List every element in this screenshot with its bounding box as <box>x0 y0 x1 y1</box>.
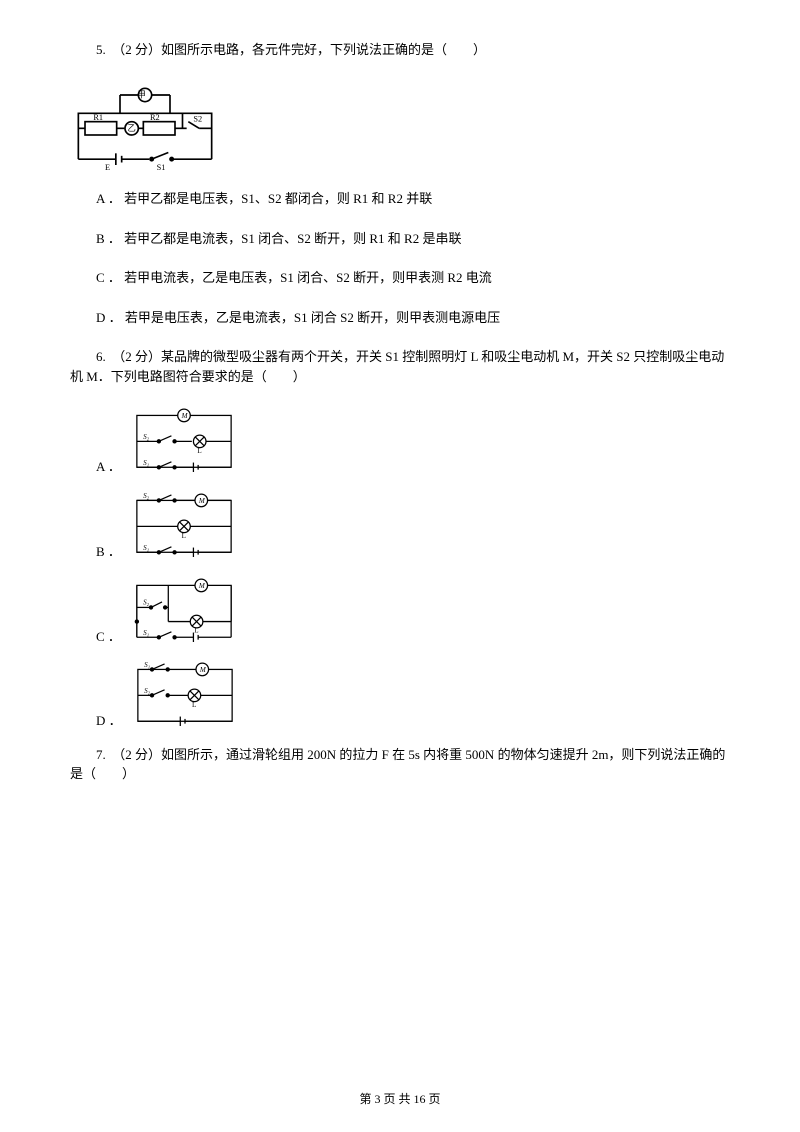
q5-option-a: A ． 若甲乙都是电压表，S1、S2 都闭合，则 R1 和 R2 并联 <box>70 189 730 209</box>
label-r2: R2 <box>150 112 160 121</box>
q5-option-b: B ． 若甲乙都是电流表，S1 闭合、S2 断开，则 R1 和 R2 是串联 <box>70 229 730 249</box>
q6-circuit-a-svg: M S₂ L S₁ <box>129 406 239 477</box>
q6-circuit-b-svg: S₂ M L S₁ <box>129 491 239 562</box>
q6-circuit-c-svg: M S₂ L S₁ <box>129 576 239 647</box>
label-e: E <box>105 162 110 171</box>
svg-text:L: L <box>194 626 198 634</box>
svg-text:M: M <box>181 412 189 420</box>
q6-stem: 6. （2 分）某品牌的微型吸尘器有两个开关，开关 S1 控制照明灯 L 和吸尘… <box>70 347 730 386</box>
option-label: A ． <box>96 457 121 477</box>
page-footer: 第 3 页 共 16 页 <box>0 1090 800 1108</box>
svg-text:L: L <box>182 532 186 540</box>
q6-option-a: A ． M S₂ L <box>70 406 730 477</box>
svg-text:L: L <box>192 701 196 709</box>
svg-text:S₂: S₂ <box>143 492 150 500</box>
option-label: C ． <box>96 627 121 647</box>
svg-text:M: M <box>198 497 206 505</box>
q5-circuit-svg: 甲 乙 R1 R2 S2 S1 E <box>70 80 220 172</box>
label-yi: 乙 <box>127 123 135 132</box>
svg-text:S₁: S₁ <box>143 459 149 467</box>
svg-text:S₂: S₂ <box>143 598 150 606</box>
q7-stem: 7. （2 分）如图所示，通过滑轮组用 200N 的拉力 F 在 5s 内将重 … <box>70 745 730 784</box>
q6-option-d: D ． S₁ M S₂ L <box>70 660 730 731</box>
svg-text:S₂: S₂ <box>143 433 150 441</box>
option-label: D ． <box>96 711 122 731</box>
svg-text:S₁: S₁ <box>143 628 149 636</box>
q6-circuit-d-svg: S₁ M S₂ L <box>130 660 240 731</box>
q6-option-c: C ． <box>70 576 730 647</box>
svg-text:S₁: S₁ <box>143 544 149 552</box>
q5-option-d: D ． 若甲是电压表，乙是电流表，S1 闭合 S2 断开，则甲表测电源电压 <box>70 308 730 328</box>
option-label: B ． <box>96 542 121 562</box>
q6-option-b: B ． S₂ M <box>70 491 730 562</box>
q5-diagram: 甲 乙 R1 R2 S2 S1 E <box>70 80 730 172</box>
svg-text:M: M <box>198 581 206 589</box>
svg-text:M: M <box>199 666 207 674</box>
svg-text:S₂: S₂ <box>144 687 151 695</box>
label-s2: S2 <box>193 114 202 123</box>
label-s1: S1 <box>157 162 166 171</box>
q5-option-c: C ． 若甲电流表，乙是电压表，S1 闭合、S2 断开，则甲表测 R2 电流 <box>70 268 730 288</box>
q5-stem: 5. （2 分）如图所示电路，各元件完好，下列说法正确的是（ ） <box>70 40 730 60</box>
label-jia: 甲 <box>137 90 145 99</box>
svg-text:L: L <box>197 447 201 455</box>
label-r1: R1 <box>93 112 103 121</box>
svg-text:S₁: S₁ <box>144 661 150 669</box>
